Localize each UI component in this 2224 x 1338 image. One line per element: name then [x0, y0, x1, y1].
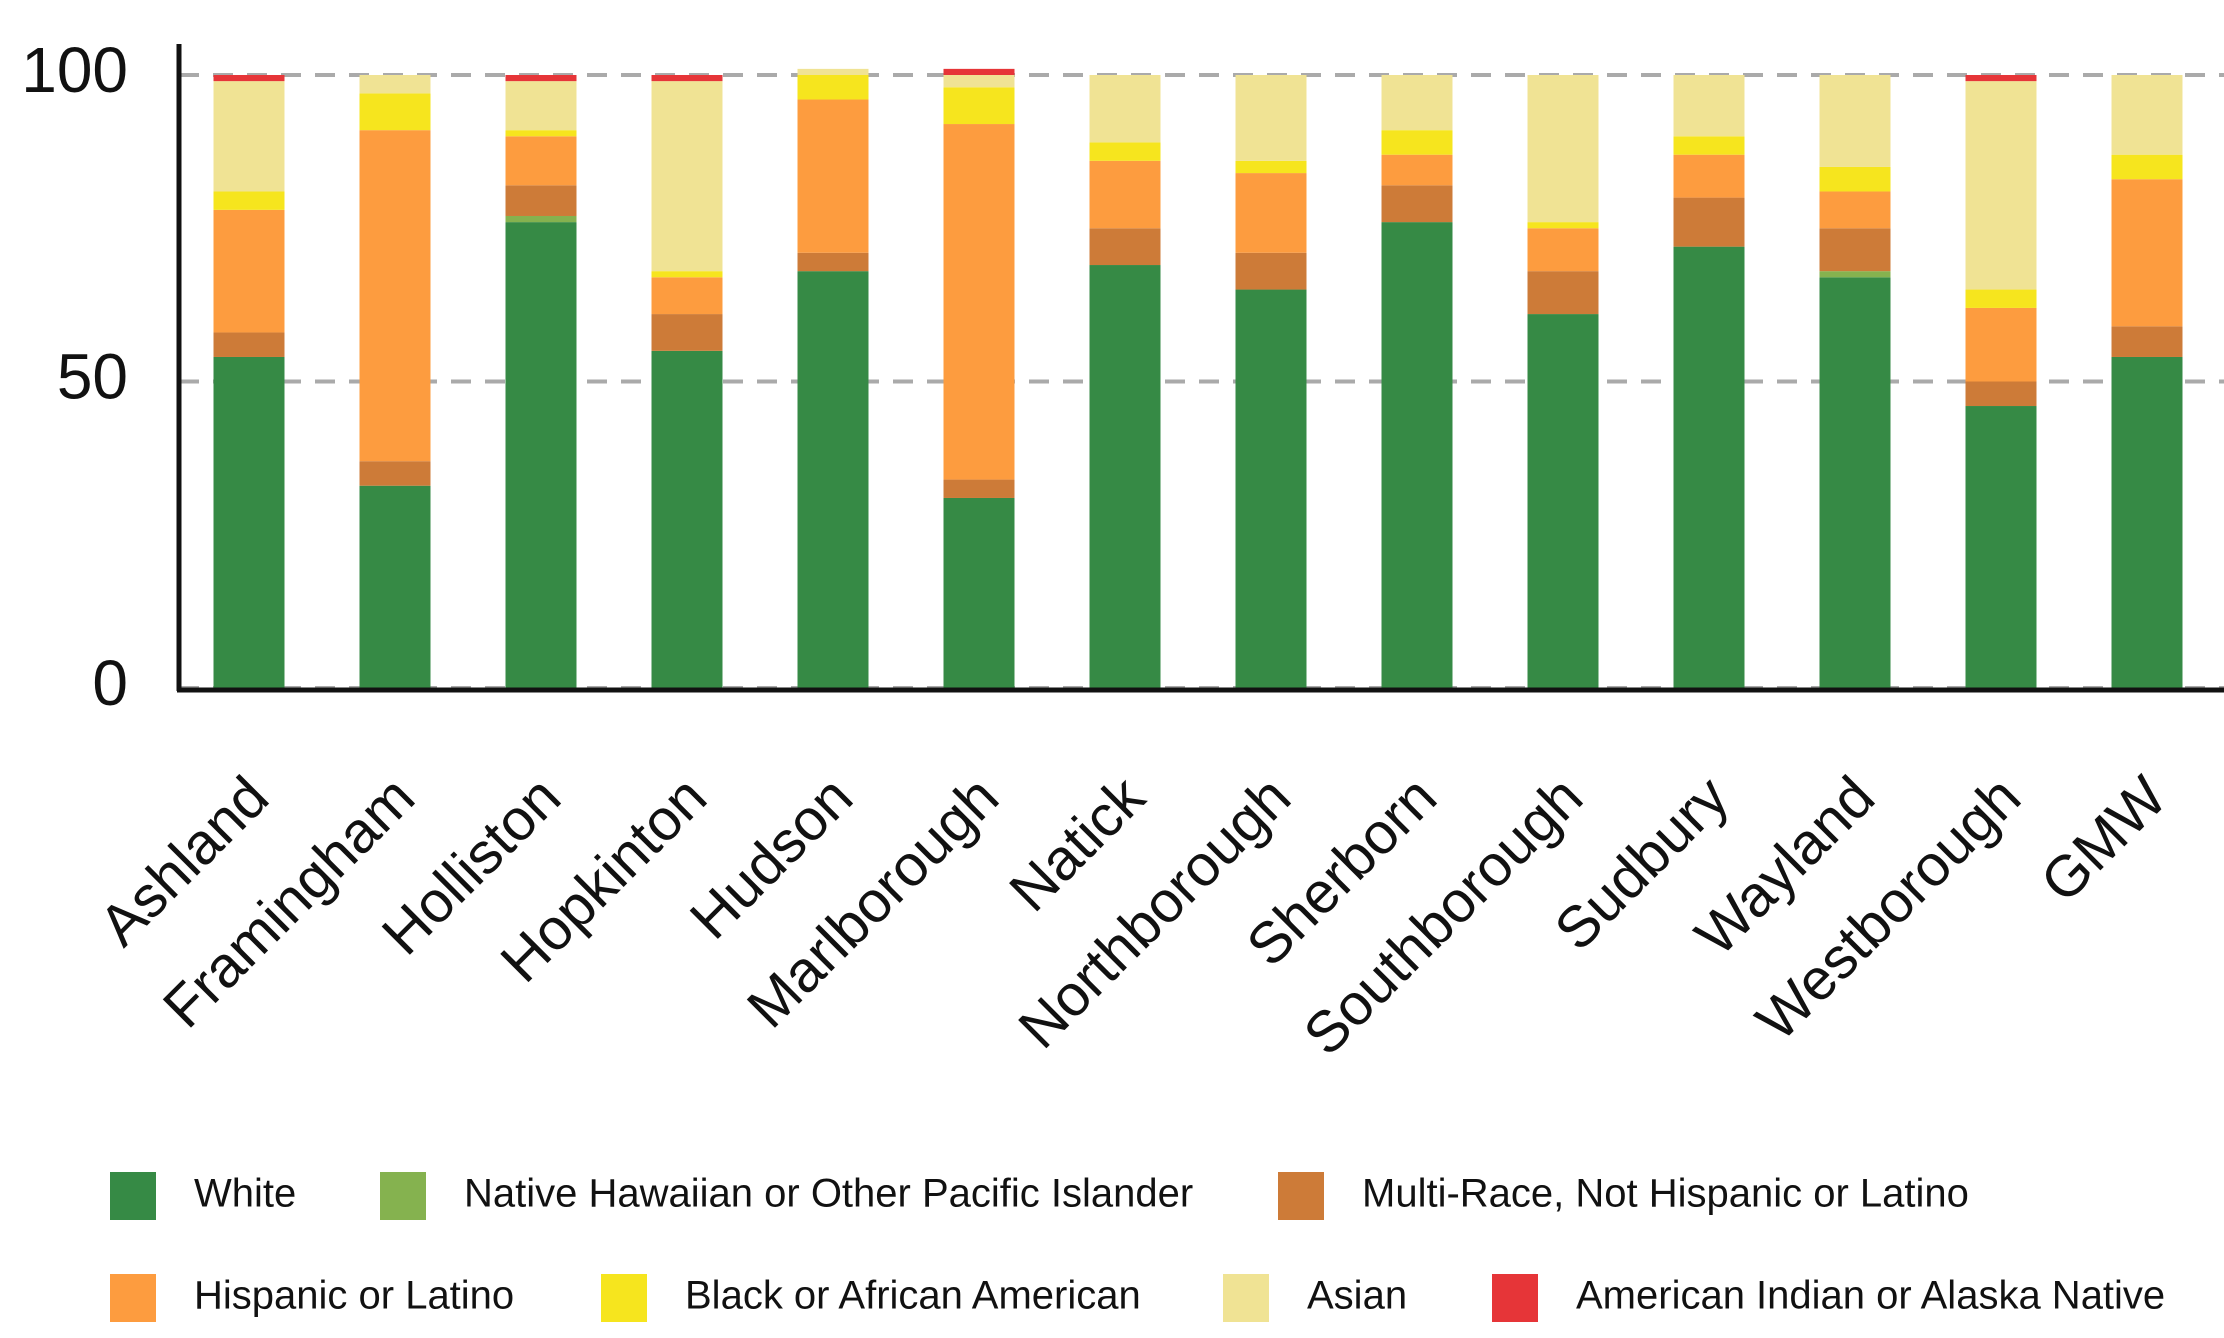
bar-segment	[2111, 356, 2183, 688]
bar-segment	[943, 75, 1015, 88]
bar-segment	[1819, 277, 1891, 688]
x-tick-label: Marlborough	[735, 764, 1011, 1040]
bar-segment	[1819, 271, 1891, 278]
bar-segment	[1381, 154, 1453, 186]
bar-segment	[1089, 228, 1161, 266]
bar-segment	[505, 130, 577, 137]
bar-segment	[1673, 246, 1745, 688]
legend-swatch	[110, 1172, 156, 1220]
x-tick-label: GMW	[2028, 764, 2179, 915]
bar-segment	[213, 209, 285, 333]
legend-label: Multi-Race, Not Hispanic or Latino	[1362, 1172, 1969, 1216]
bar-segment	[213, 75, 285, 82]
bar-segment	[359, 485, 431, 688]
legend-swatch	[1492, 1274, 1538, 1322]
bar-segment	[505, 136, 577, 186]
bar-segment	[651, 350, 723, 688]
bar-segment	[1089, 142, 1161, 161]
bar-segment	[213, 81, 285, 192]
bar-segment	[1235, 252, 1307, 290]
legend-label: Black or African American	[685, 1274, 1141, 1318]
bar-segment	[2111, 75, 2183, 155]
bar-segment	[943, 497, 1015, 688]
bar-segment	[1673, 136, 1745, 155]
bar-segment	[1381, 185, 1453, 223]
bar-segment	[1819, 191, 1891, 229]
bar-segment	[797, 75, 869, 100]
bar-segment	[651, 75, 723, 82]
bar-segment	[1527, 228, 1599, 272]
bar-segment	[1965, 307, 2037, 382]
bar-segment	[1381, 130, 1453, 155]
legend-label: American Indian or Alaska Native	[1576, 1274, 2165, 1318]
bar-segment	[651, 271, 723, 278]
bar-segment	[797, 68, 869, 75]
legend-label: Asian	[1307, 1274, 1407, 1318]
bar-segment	[2111, 179, 2183, 327]
bar-segment	[1527, 271, 1599, 315]
bar-segment	[2111, 154, 2183, 180]
bar-segment	[1673, 75, 1745, 137]
bar-segment	[1235, 75, 1307, 161]
bar-segment	[1673, 197, 1745, 247]
bar-segment	[1527, 314, 1599, 688]
bar-segment	[213, 191, 285, 210]
bar-segment	[651, 81, 723, 272]
bar-segment	[505, 75, 577, 82]
bar-segment	[797, 271, 869, 688]
bar-segment	[1381, 222, 1453, 688]
bar-segment	[1089, 75, 1161, 143]
bar-segment	[1965, 289, 2037, 308]
bar-segment	[213, 356, 285, 688]
bar-segment	[651, 277, 723, 315]
y-tick-label: 100	[21, 34, 128, 106]
bar-segment	[1673, 154, 1745, 198]
bar-segment	[1527, 222, 1599, 229]
legend-swatch	[601, 1274, 647, 1322]
bar-segment	[943, 68, 1015, 75]
bar-segment	[1235, 160, 1307, 174]
bar-segment	[359, 75, 431, 94]
bar-segment	[943, 124, 1015, 480]
bar-segment	[1235, 173, 1307, 253]
bar-segment	[505, 215, 577, 223]
bar-segment	[1965, 406, 2037, 688]
bar-segment	[1965, 75, 2037, 82]
bar-segment	[1819, 166, 1891, 192]
bar-segment	[505, 185, 577, 216]
legend-swatch	[1223, 1274, 1269, 1322]
legend-label: White	[194, 1172, 296, 1216]
legend-swatch	[1278, 1172, 1324, 1220]
bar-segment	[797, 252, 869, 272]
bar-segment	[1527, 75, 1599, 223]
bar-segment	[359, 461, 431, 486]
bar-segment	[1235, 289, 1307, 688]
y-tick-label: 0	[92, 647, 128, 719]
bar-segment	[505, 222, 577, 688]
legend-swatch	[110, 1274, 156, 1322]
bar-segment	[359, 93, 431, 131]
bar-segment	[1965, 381, 2037, 407]
legend-label: Hispanic or Latino	[194, 1274, 514, 1318]
bar-segment	[359, 130, 431, 462]
bar-segment	[1819, 75, 1891, 167]
bar-segment	[2111, 326, 2183, 357]
bar-segment	[1965, 81, 2037, 290]
bar-segment	[1089, 160, 1161, 229]
legend-label: Native Hawaiian or Other Pacific Islande…	[464, 1172, 1193, 1216]
y-tick-label: 50	[57, 340, 128, 412]
bar-segment	[505, 81, 577, 131]
bar-segment	[1381, 75, 1453, 131]
bar-segment	[797, 99, 869, 253]
bar-segment	[1089, 265, 1161, 688]
bar-segment	[943, 87, 1015, 125]
legend-swatch	[380, 1172, 426, 1220]
bar-segment	[651, 314, 723, 351]
bar-segment	[1819, 228, 1891, 272]
bar-segment	[213, 332, 285, 357]
bar-segment	[943, 479, 1015, 498]
